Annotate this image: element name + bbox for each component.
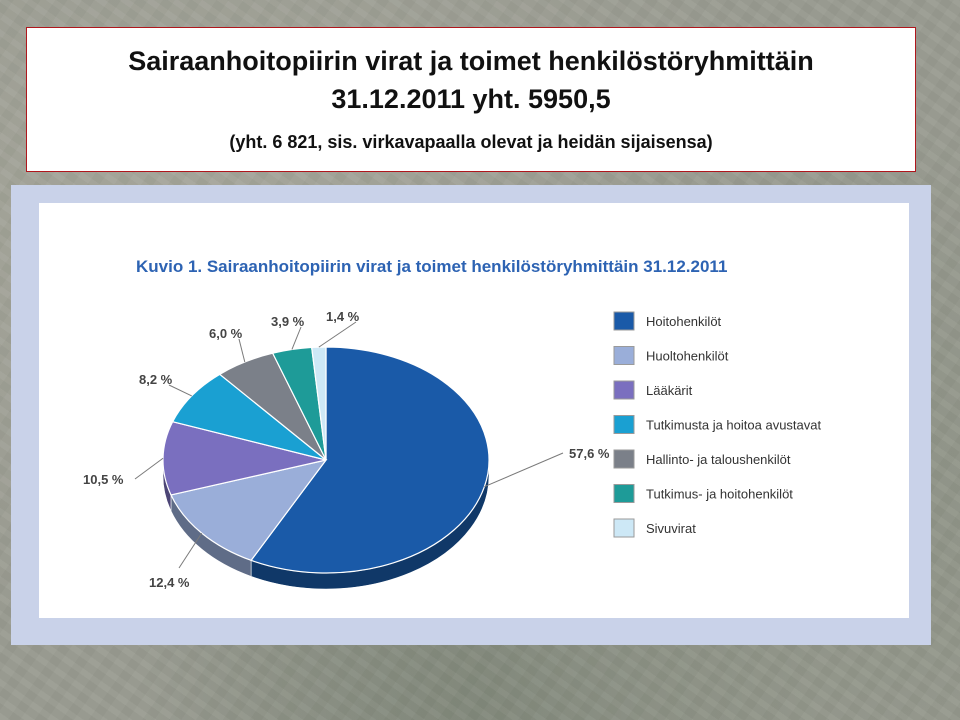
legend-swatch: [613, 518, 635, 538]
pie-leader-line: [178, 532, 203, 569]
legend-swatch: [613, 484, 635, 503]
pie-slices: [162, 346, 490, 574]
pie-data-label: 1,4 %: [326, 309, 360, 324]
legend-swatch: [613, 346, 635, 365]
legend-label: Lääkärit: [646, 383, 693, 398]
legend: Hoitohenkilöt Huoltohenkilöt Lääkärit Tutki…: [613, 311, 821, 538]
figure-panel: Kuvio 1. Sairaanhoitopiirin virat ja toi…: [39, 203, 909, 618]
pie-slice-Sivuvirat: [311, 346, 327, 461]
pie-leader-line: [168, 384, 192, 397]
legend-swatch: [613, 311, 635, 331]
pie-labels: 57,6 % 12,4 % 10,5 % 8,2 % 6,0 % 3,9 % 1,4 %: [83, 309, 610, 590]
pie-slice-Huoltohenkilöt: [170, 459, 328, 562]
pie-data-label: 57,6 %: [569, 446, 610, 461]
slide-subtitle: (yht. 6 821, sis. virkavapaalla olevat j…: [229, 132, 713, 152]
pie-chart: Kuvio 1. Sairaanhoitopiirin virat ja toi…: [83, 257, 821, 590]
legend-label: Tutkimusta ja hoitoa avustavat: [646, 418, 821, 433]
legend-swatch: [613, 449, 635, 469]
slide-title-box: Sairaanhoitopiirin virat ja toimet henki…: [26, 27, 916, 172]
legend-label: Tutkimus- ja hoitohenkilöt: [646, 487, 793, 502]
chart-title: Kuvio 1. Sairaanhoitopiirin virat ja toi…: [136, 257, 727, 276]
pie-leader-line: [291, 326, 302, 350]
legend-swatch: [613, 415, 635, 434]
legend-label: Hoitohenkilöt: [646, 314, 722, 329]
pie-slice-Lääkärit: [162, 421, 327, 496]
pie-leader-line: [134, 457, 164, 480]
legend-label: Sivuvirat: [646, 521, 696, 536]
pie-data-label: 6,0 %: [209, 326, 243, 341]
pie-leader-line: [238, 338, 246, 363]
slide-title: Sairaanhoitopiirin virat ja toimet henki…: [128, 46, 814, 76]
pie-data-label: 12,4 %: [149, 575, 190, 590]
legend-swatch: [613, 380, 635, 400]
pie-leader-line: [484, 452, 564, 488]
pie-data-label: 8,2 %: [139, 372, 173, 387]
slide-title-date-total: 31.12.2011 yht. 5950,5: [331, 84, 611, 114]
legend-label: Hallinto- ja taloushenkilöt: [646, 452, 791, 467]
legend-label: Huoltohenkilöt: [646, 349, 729, 364]
figure-frame: Kuvio 1. Sairaanhoitopiirin virat ja toi…: [11, 185, 931, 645]
pie-data-label: 3,9 %: [271, 314, 305, 329]
pie-data-label: 10,5 %: [83, 472, 124, 487]
pie-leader-line: [318, 321, 357, 348]
